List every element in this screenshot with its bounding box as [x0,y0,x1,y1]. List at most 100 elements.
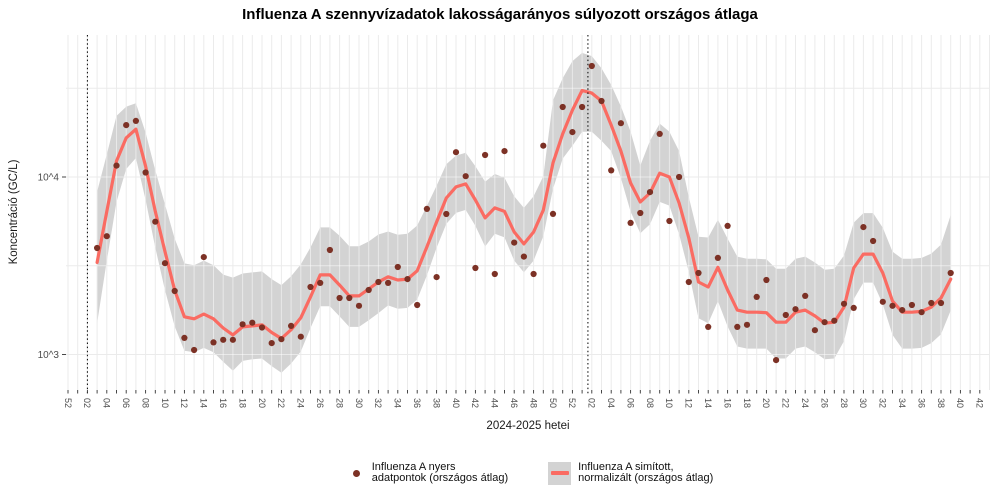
x-tick-label: 46 [509,398,519,408]
raw-point [132,117,139,124]
raw-point [617,120,625,127]
x-tick-label: 02 [587,398,597,408]
raw-point [336,294,343,302]
raw-point [365,286,372,294]
raw-point [627,219,634,226]
x-tick-label: 10 [664,398,674,408]
raw-point [511,239,518,246]
raw-point [705,323,712,330]
x-tick-label: 50 [548,398,558,408]
raw-point [268,340,275,347]
raw-point [355,302,363,309]
raw-point [637,209,644,217]
raw-point [113,162,120,169]
raw-point [695,269,702,277]
raw-point [947,269,954,277]
raw-point [452,149,460,156]
legend: Influenza A nyers adatpontok (országos á… [56,452,1000,494]
x-tick-label: 36 [916,398,926,408]
x-tick-label: 18 [742,398,752,408]
raw-point [569,129,576,136]
raw-point [646,189,654,196]
raw-point [210,339,217,346]
raw-point [879,298,886,305]
smoothed-band-icon [548,461,572,485]
x-tick-label: 24 [296,398,306,408]
x-tick-label: 24 [800,398,810,408]
raw-point [821,319,828,326]
raw-point [394,263,401,271]
raw-point [297,333,304,340]
raw-point [520,253,528,260]
chart-title: Influenza A szennyvízadatok lakosságarán… [242,6,758,23]
raw-point [666,217,673,225]
raw-point [482,151,489,159]
plot-area: 52 02 04 06 08 10 12 14 16 18 20 22 24 26 28 30 32 34 36 38… [38,35,990,408]
x-tick-label: 16 [218,398,228,408]
raw-point [171,287,178,295]
x-tick-label: 04 [102,398,112,408]
raw-point [724,222,731,229]
raw-point [850,304,857,311]
legend-item-smoothed: Influenza A simított, normalizált (orszá… [548,460,714,485]
x-tick-label: 26 [315,398,325,408]
raw-point [404,276,411,283]
raw-point [734,323,741,330]
x-ticks [67,390,981,394]
raw-point [161,260,169,267]
x-tick-label: 40 [955,398,965,408]
raw-point [792,306,799,313]
raw-point [811,327,819,334]
x-tick-label: 14 [703,398,713,408]
raw-point [899,307,906,314]
legend-raw-label: Influenza A nyers adatpontok (országos á… [371,460,509,484]
raw-point [307,283,314,291]
x-tick-label: 34 [393,398,403,408]
raw-point [773,357,780,364]
raw-point [152,218,159,225]
raw-point [676,173,683,181]
x-tick-label: 16 [722,398,732,408]
raw-point [258,324,266,331]
raw-point [491,270,498,278]
legend-item-raw: Influenza A nyers adatpontok (országos á… [343,460,509,485]
raw-point [685,278,692,286]
raw-point [579,103,586,111]
y-tick-label: 10^4 [38,173,60,184]
raw-points [94,62,954,364]
raw-point [928,299,935,307]
raw-point [889,302,896,309]
raw-point [918,309,925,316]
x-tick-label: 10 [160,398,170,408]
raw-point [385,279,392,286]
x-tick-label: 08 [645,398,655,408]
x-tick-label: 20 [761,398,771,408]
raw-point [598,97,605,105]
raw-point [937,299,945,307]
raw-point [229,336,236,343]
smoothed-line [95,88,953,341]
raw-point-icon [352,469,360,477]
x-tick-label: 38 [936,398,946,408]
raw-point [763,276,770,284]
x-tick-label: 28 [334,398,344,408]
x-tick-label: 12 [684,398,694,408]
x-tick-label: 52 [567,398,577,408]
legend-smoothed-label: Influenza A simított, normalizált (orszá… [578,460,714,484]
x-tick-label: 02 [82,398,92,408]
raw-point [588,62,595,70]
x-tick-label: 06 [121,398,131,408]
x-tick-label: 32 [373,398,383,408]
x-tick-label: 40 [451,398,461,408]
raw-point [840,300,848,307]
x-tick-label: 30 [354,398,364,408]
raw-point [530,270,537,278]
x-tick-label: 22 [276,398,286,408]
x-axis-title: 2024-2025 hetei [486,420,570,432]
x-tick-label: 42 [975,398,985,408]
raw-point [501,148,508,155]
x-tick-label: 22 [781,398,791,408]
raw-point [288,322,295,329]
x-tick-label: 26 [819,398,829,408]
x-tick-label: 04 [606,398,616,408]
